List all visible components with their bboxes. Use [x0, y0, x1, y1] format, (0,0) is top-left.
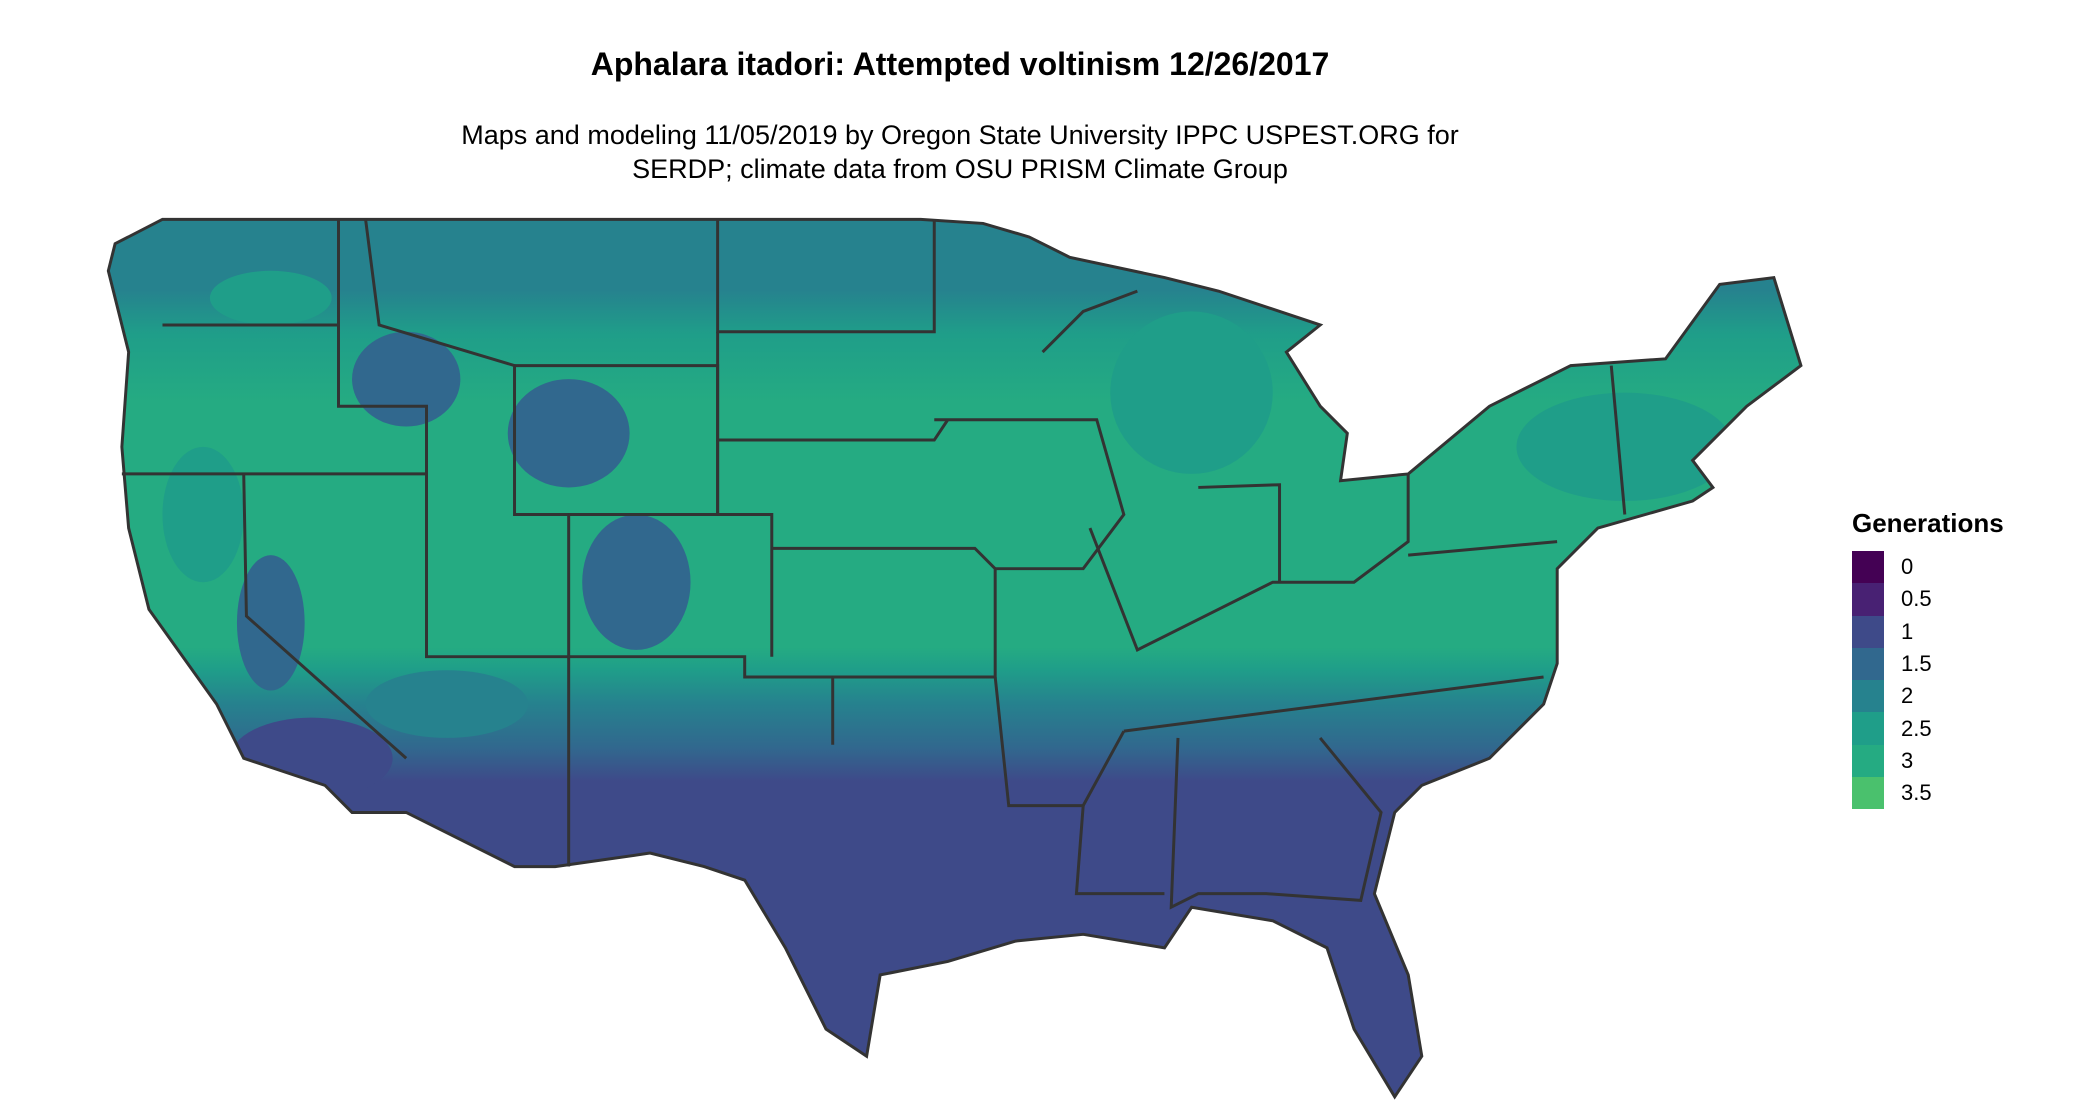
subtitle-line-2: SERDP; climate data from OSU PRISM Clima… [632, 154, 1288, 184]
legend-label: 0 [1901, 554, 1914, 580]
legend-label: 3.5 [1901, 780, 1932, 806]
legend-swatch [1852, 680, 1884, 713]
legend-swatch [1852, 551, 1884, 584]
legend-label: 2 [1901, 683, 1914, 709]
legend-label: 0.5 [1901, 586, 1932, 612]
legend-label: 3 [1901, 747, 1914, 773]
subtitle-line-1: Maps and modeling 11/05/2019 by Oregon S… [461, 120, 1459, 150]
legend-label: 2.5 [1901, 715, 1932, 741]
legend: Generations 0 0.5 1 1.5 2 2.5 3 3.5 [1852, 508, 2004, 810]
legend-item: 1 [1852, 615, 2004, 648]
legend-swatch [1852, 615, 1884, 648]
legend-swatch [1852, 744, 1884, 778]
map-title: Aphalara itadori: Attempted voltinism 12… [590, 46, 1330, 82]
legend-item: 2.5 [1852, 712, 2004, 745]
state-borders [107, 218, 1803, 1098]
legend-swatch [1852, 583, 1884, 616]
legend-swatch [1852, 712, 1884, 745]
map-subtitle: Maps and modeling 11/05/2019 by Oregon S… [0, 118, 1920, 186]
legend-item: 3.5 [1852, 777, 2004, 810]
legend-swatch [1852, 647, 1884, 681]
legend-title: Generations [1852, 508, 2004, 538]
legend-swatch [1852, 777, 1884, 810]
legend-item: 2 [1852, 680, 2004, 713]
legend-item: 0.5 [1852, 583, 2004, 616]
legend-label: 1.5 [1901, 651, 1932, 677]
legend-item: 3 [1852, 744, 2004, 778]
legend-item: 1.5 [1852, 647, 2004, 681]
legend-label: 1 [1901, 618, 1914, 644]
legend-item: 0 [1852, 551, 2004, 584]
